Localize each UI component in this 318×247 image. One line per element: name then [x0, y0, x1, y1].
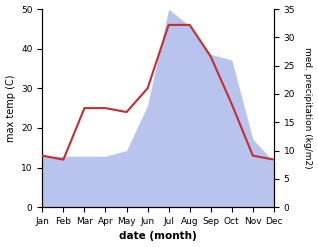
Y-axis label: max temp (C): max temp (C) [5, 74, 16, 142]
X-axis label: date (month): date (month) [119, 231, 197, 242]
Y-axis label: med. precipitation (kg/m2): med. precipitation (kg/m2) [303, 47, 313, 169]
